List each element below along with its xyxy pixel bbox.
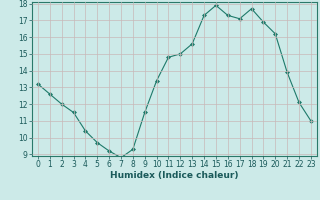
- X-axis label: Humidex (Indice chaleur): Humidex (Indice chaleur): [110, 171, 239, 180]
